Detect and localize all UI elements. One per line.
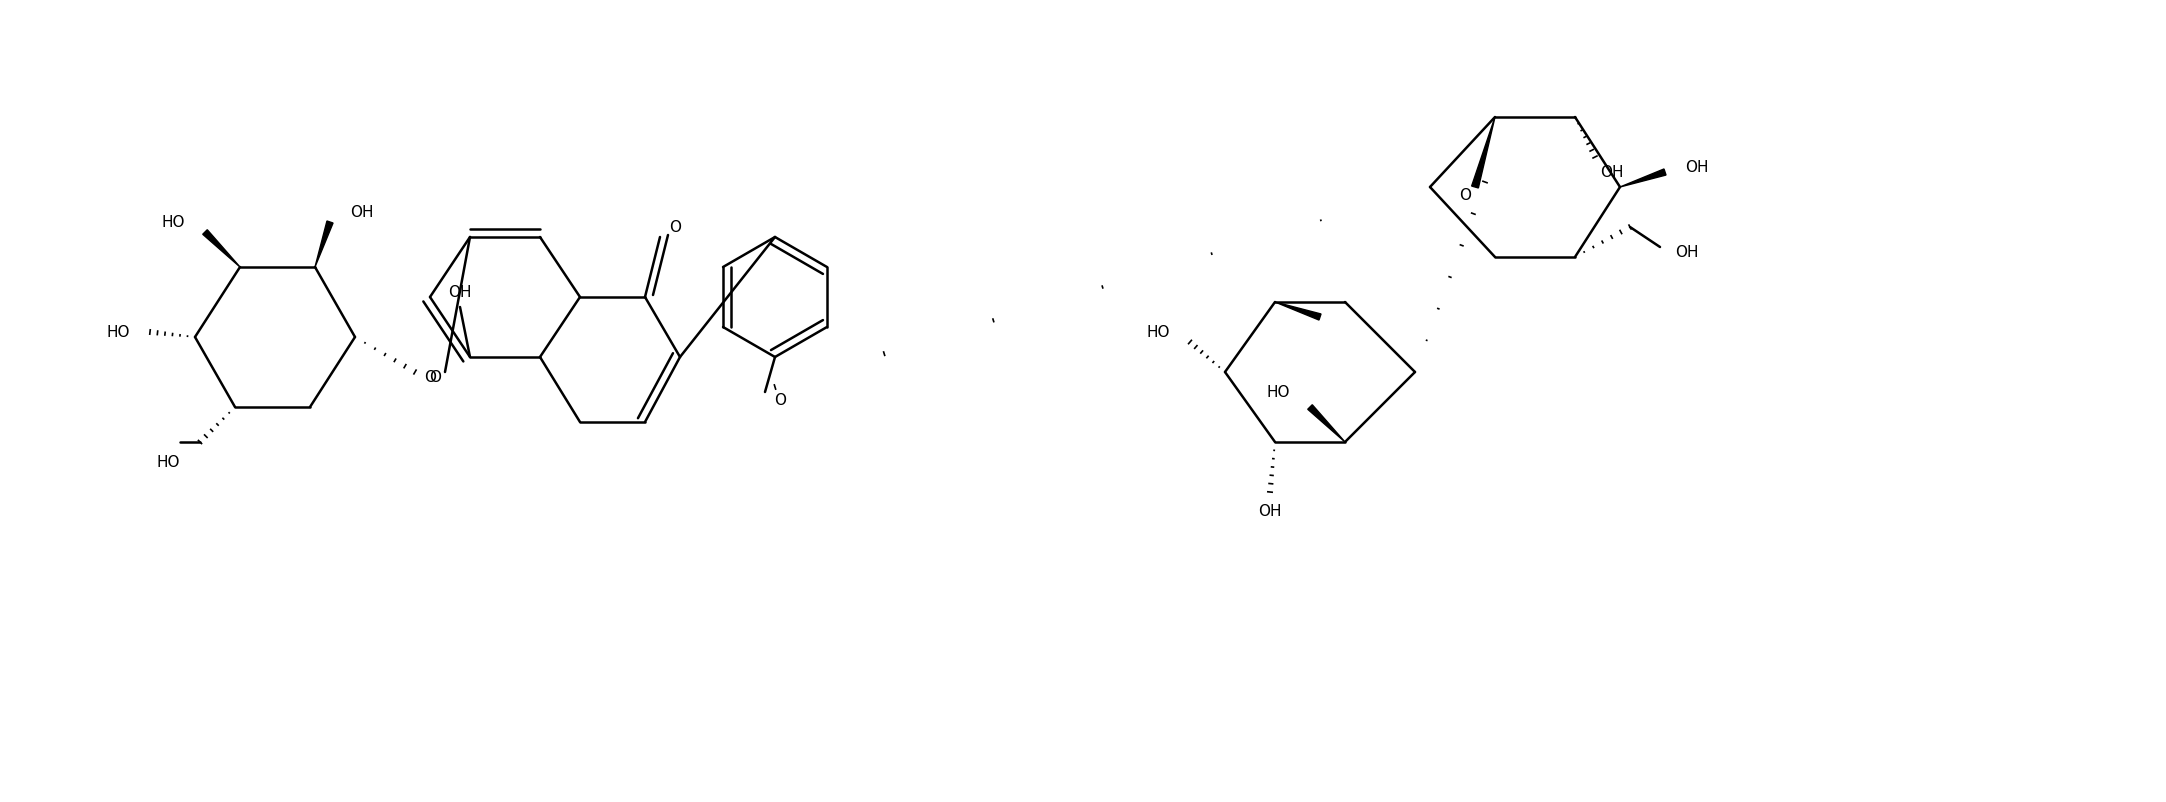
Text: O: O xyxy=(425,370,435,384)
Text: OH: OH xyxy=(1674,245,1698,260)
Text: HO: HO xyxy=(1267,384,1291,399)
Text: O: O xyxy=(669,220,680,234)
Text: OH: OH xyxy=(448,285,472,299)
Text: HO: HO xyxy=(1146,325,1170,339)
Text: OH: OH xyxy=(1685,160,1709,175)
Polygon shape xyxy=(1471,117,1495,188)
Text: O: O xyxy=(1460,188,1471,202)
Text: HO: HO xyxy=(162,214,184,229)
Text: HO: HO xyxy=(106,325,130,339)
Text: O: O xyxy=(773,392,786,407)
Polygon shape xyxy=(1276,302,1321,320)
Polygon shape xyxy=(1620,169,1666,187)
Text: OH: OH xyxy=(351,205,373,220)
Text: O: O xyxy=(429,370,442,384)
Polygon shape xyxy=(314,221,334,267)
Text: OH: OH xyxy=(1258,504,1282,520)
Text: HO: HO xyxy=(156,455,180,469)
Polygon shape xyxy=(1308,405,1345,442)
Polygon shape xyxy=(204,229,240,267)
Text: OH: OH xyxy=(1601,164,1624,180)
